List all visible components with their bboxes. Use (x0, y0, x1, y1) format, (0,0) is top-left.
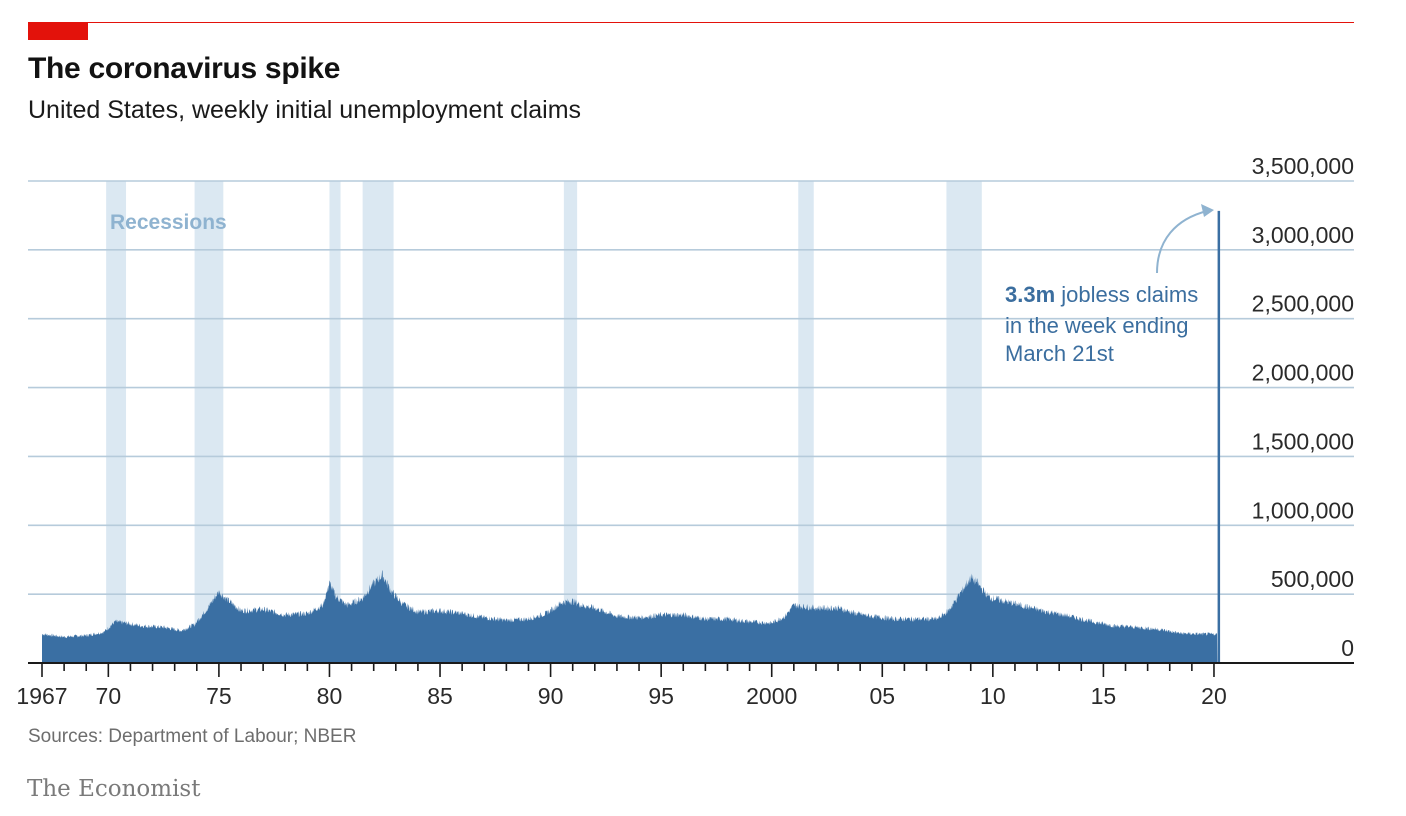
x-tick-label: 95 (648, 683, 674, 709)
y-tick-label: 0 (1341, 635, 1354, 661)
annotation-bold: 3.3m (1005, 282, 1055, 307)
series-area-path (42, 569, 1218, 663)
y-tick-labels: 0 500,000 1,000,000 1,500,000 2,000,000 2,500… (1252, 153, 1354, 661)
x-tick-label: 75 (206, 683, 232, 709)
y-tick-label: 3,500,000 (1252, 153, 1354, 179)
recession-band (798, 181, 814, 663)
annotation-text-1: jobless claims (1055, 282, 1198, 307)
gridlines (28, 180, 1354, 595)
x-tick-label: 80 (317, 683, 343, 709)
y-tick-label: 1,500,000 (1252, 428, 1354, 454)
recession-band (106, 181, 127, 663)
x-tick-label: 90 (538, 683, 564, 709)
annotation-arrow (1156, 210, 1208, 274)
chart-subtitle: United States, weekly initial unemployme… (28, 96, 582, 124)
x-tick-label: 15 (1091, 683, 1117, 709)
annotation-line-2: in the week ending (1005, 313, 1188, 338)
economist-logo: The Economist (27, 776, 201, 802)
recession-band (194, 181, 224, 663)
y-tick-label: 1,000,000 (1252, 497, 1354, 523)
top-rule (28, 22, 1354, 23)
x-tick-label: 85 (427, 683, 453, 709)
annotation-arrowhead (1201, 204, 1214, 217)
recession-label: Recessions (110, 211, 227, 234)
x-tick-label: 2000 (746, 683, 797, 709)
red-accent-tag (28, 22, 88, 40)
series-area (42, 210, 1221, 663)
y-tick-label: 3,000,000 (1252, 222, 1354, 248)
source-note: Sources: Department of Labour; NBER (28, 726, 357, 747)
annotation: 3.3m jobless claims in the week ending M… (1005, 204, 1214, 366)
x-axis: 1967 70 75 80 85 90 95 2000 05 10 15 20 (16, 662, 1354, 709)
recession-band (329, 181, 341, 663)
recession-bands (106, 181, 982, 663)
annotation-line-3: March 21st (1005, 341, 1114, 366)
x-tick-label: 70 (96, 683, 122, 709)
x-tick-label: 05 (869, 683, 895, 709)
recession-band (563, 181, 578, 663)
y-tick-label: 2,000,000 (1252, 360, 1354, 386)
x-tick-label: 20 (1201, 683, 1227, 709)
x-tick-label: 10 (980, 683, 1006, 709)
chart-title: The coronavirus spike (28, 52, 341, 85)
y-tick-label: 500,000 (1271, 566, 1354, 592)
chart-svg: 1967 70 75 80 85 90 95 2000 05 10 15 20 0 500,000 1,0… (16, 153, 1354, 709)
y-tick-label: 2,500,000 (1252, 291, 1354, 317)
annotation-line-1: 3.3m jobless claims (1005, 282, 1198, 307)
x-tick-label: 1967 (16, 683, 67, 709)
